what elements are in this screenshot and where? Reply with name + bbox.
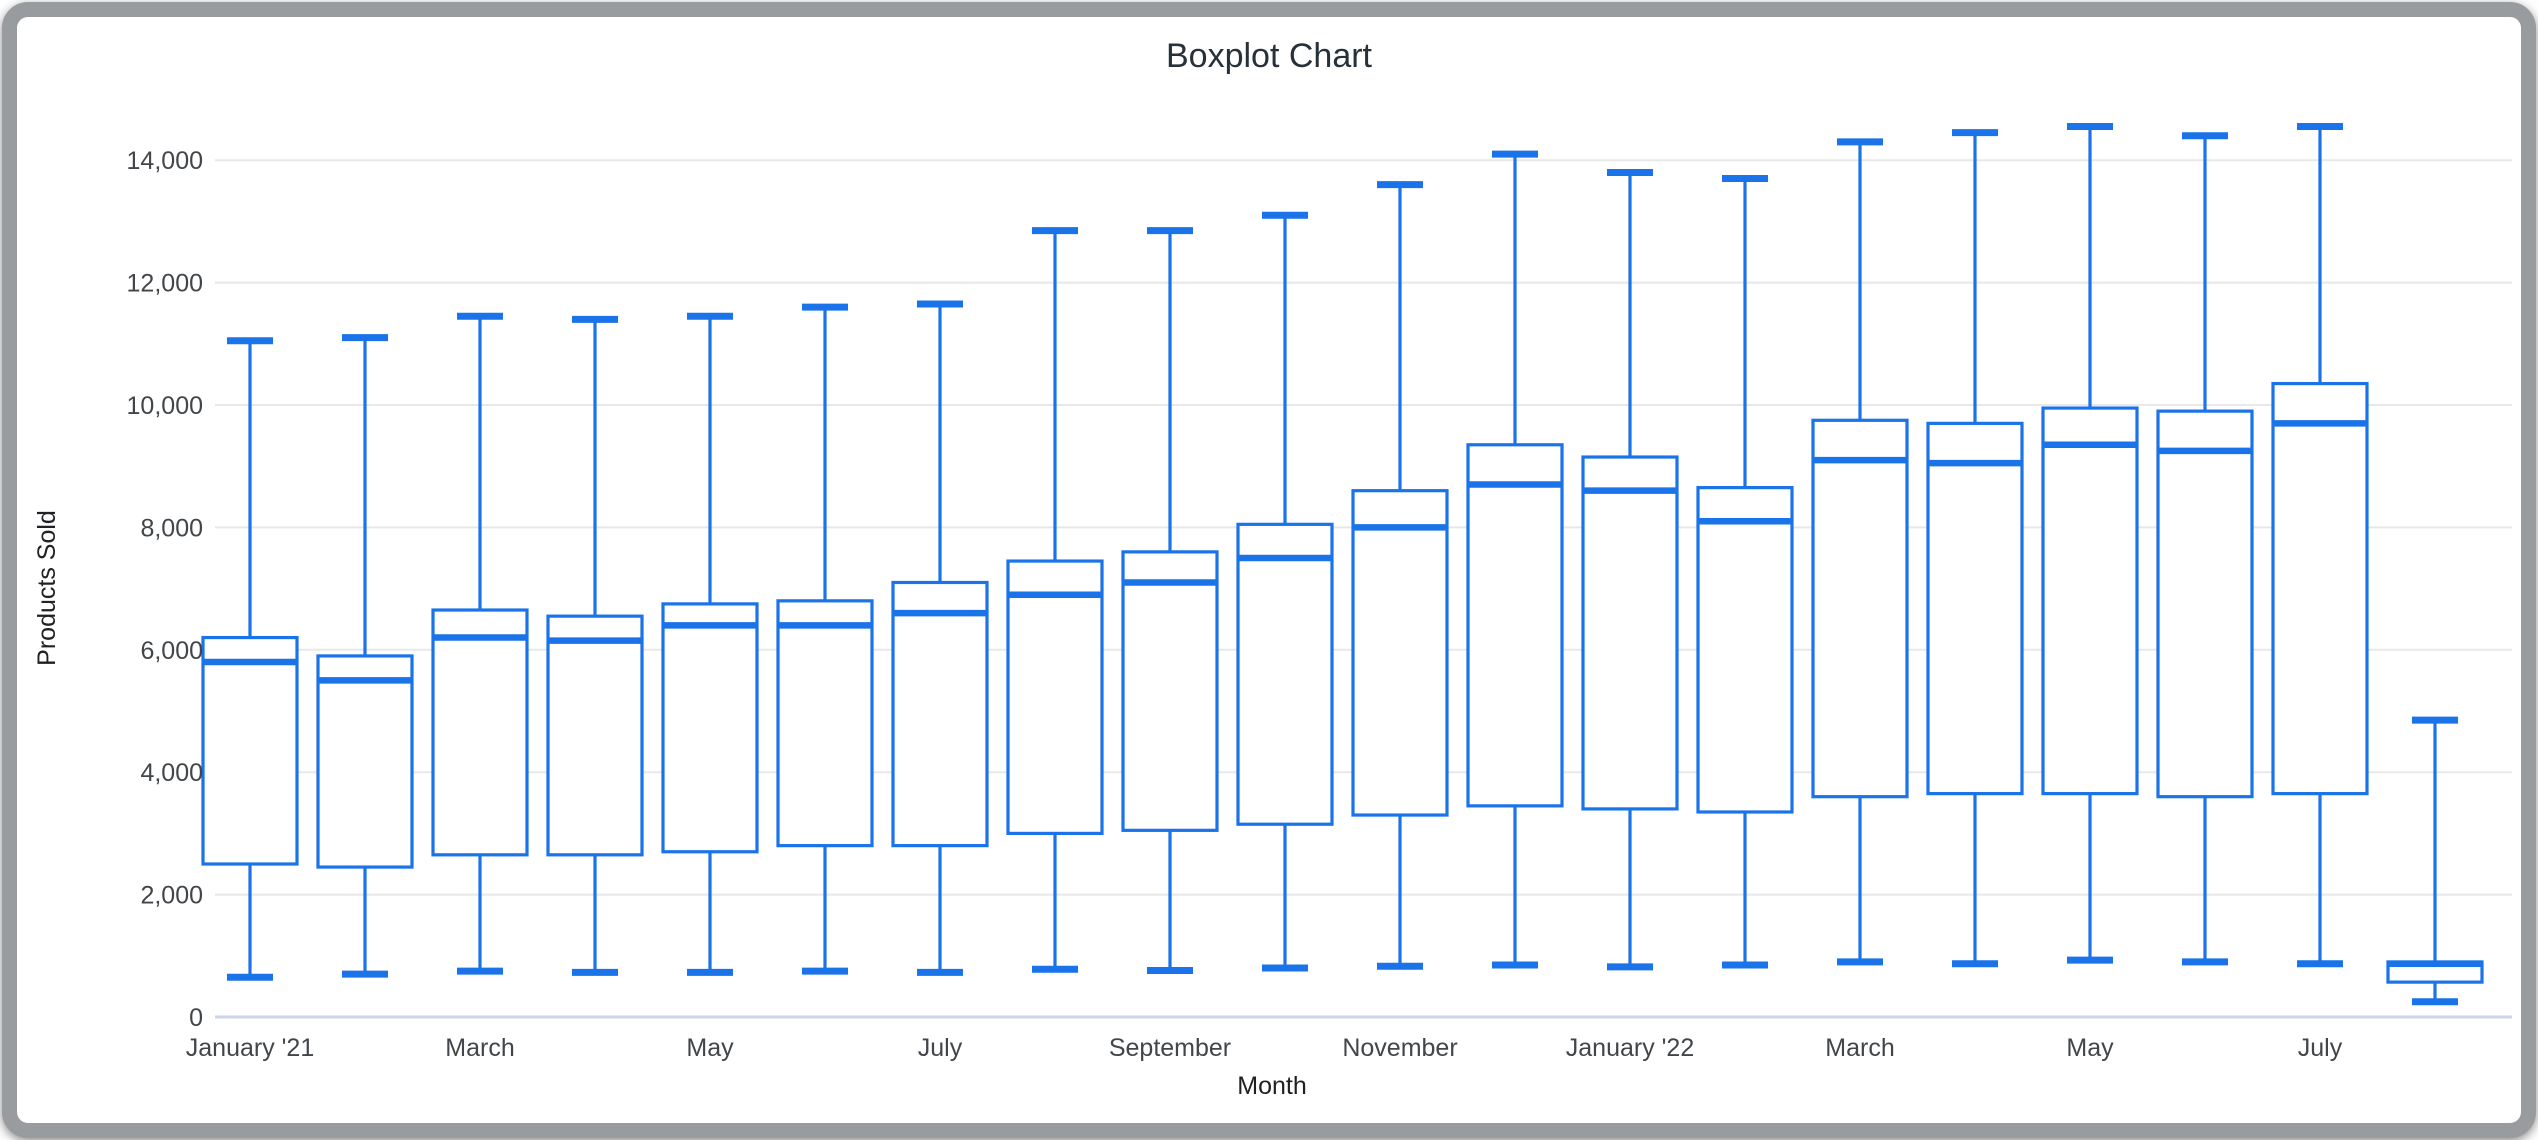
y-tick-label: 6,000 bbox=[140, 637, 203, 665]
x-axis-title: Month bbox=[1237, 1072, 1306, 1100]
boxplot-september-21[interactable] bbox=[1121, 227, 1219, 974]
boxplot-april-21[interactable] bbox=[546, 315, 644, 976]
y-axis-title: Products Sold bbox=[33, 510, 61, 666]
iqr-box[interactable] bbox=[201, 635, 299, 866]
y-tick-label: 10,000 bbox=[127, 392, 203, 420]
iqr-box[interactable] bbox=[1811, 418, 1909, 799]
boxplot-june-22[interactable] bbox=[2156, 132, 2254, 966]
iqr-box[interactable] bbox=[1236, 522, 1334, 826]
boxplot-june-21[interactable] bbox=[776, 303, 874, 975]
boxplot-may-22[interactable] bbox=[2041, 123, 2139, 964]
x-tick-label: July bbox=[918, 1034, 963, 1062]
iqr-box[interactable] bbox=[1121, 550, 1219, 832]
x-tick-label: May bbox=[686, 1034, 734, 1062]
iqr-box[interactable] bbox=[316, 654, 414, 869]
iqr-box[interactable] bbox=[1581, 455, 1679, 811]
y-tick-label: 8,000 bbox=[140, 514, 203, 542]
boxplot-november-21[interactable] bbox=[1351, 181, 1449, 970]
iqr-box[interactable] bbox=[1696, 486, 1794, 814]
x-tick-label: January '21 bbox=[186, 1034, 314, 1062]
iqr-box[interactable] bbox=[431, 608, 529, 857]
y-tick-label: 2,000 bbox=[140, 882, 203, 910]
iqr-box[interactable] bbox=[546, 614, 644, 857]
iqr-box[interactable] bbox=[891, 580, 989, 848]
boxplot-april-22[interactable] bbox=[1926, 129, 2024, 968]
boxplot-august-22[interactable] bbox=[2386, 716, 2484, 1006]
iqr-box[interactable] bbox=[661, 602, 759, 854]
x-tick-label: May bbox=[2066, 1034, 2114, 1062]
boxplot-february-21[interactable] bbox=[316, 334, 414, 978]
iqr-box[interactable] bbox=[1006, 559, 1104, 835]
boxplot-march-21[interactable] bbox=[431, 312, 529, 975]
boxplot-october-21[interactable] bbox=[1236, 211, 1334, 972]
boxplot-january-22[interactable] bbox=[1581, 168, 1679, 971]
iqr-box[interactable] bbox=[1351, 489, 1449, 817]
iqr-box[interactable] bbox=[776, 599, 874, 848]
boxplot-series bbox=[201, 123, 2484, 1006]
boxplot-january-21[interactable] bbox=[201, 337, 299, 981]
boxplot-may-21[interactable] bbox=[661, 312, 759, 976]
x-tick-label: November bbox=[1342, 1034, 1457, 1062]
y-tick-label: 0 bbox=[189, 1004, 203, 1032]
y-tick-label: 12,000 bbox=[127, 270, 203, 298]
x-tick-label: July bbox=[2298, 1034, 2343, 1062]
iqr-box[interactable] bbox=[2156, 409, 2254, 799]
boxplot-august-21[interactable] bbox=[1006, 227, 1104, 973]
boxplot-july-22[interactable] bbox=[2271, 123, 2369, 968]
axis-tick-labels: 0 2,000 4,000 6,000 8,000 10,000 12,000 14,000 J… bbox=[127, 147, 2343, 1062]
x-tick-label: September bbox=[1109, 1034, 1231, 1062]
x-tick-label: March bbox=[445, 1034, 514, 1062]
boxplot-march-22[interactable] bbox=[1811, 138, 1909, 966]
x-tick-label: January '22 bbox=[1566, 1034, 1694, 1062]
iqr-box[interactable] bbox=[2041, 406, 2139, 796]
iqr-box[interactable] bbox=[1466, 443, 1564, 808]
boxplot-december-21[interactable] bbox=[1466, 150, 1564, 969]
boxplot-july-21[interactable] bbox=[891, 300, 989, 976]
x-tick-label: March bbox=[1825, 1034, 1894, 1062]
iqr-box[interactable] bbox=[2271, 381, 2369, 796]
iqr-box[interactable] bbox=[1926, 421, 2024, 796]
boxplot-february-22[interactable] bbox=[1696, 175, 1794, 969]
chart-title: Boxplot Chart bbox=[1166, 37, 1373, 75]
y-tick-label: 14,000 bbox=[127, 147, 203, 175]
y-tick-label: 4,000 bbox=[140, 759, 203, 787]
